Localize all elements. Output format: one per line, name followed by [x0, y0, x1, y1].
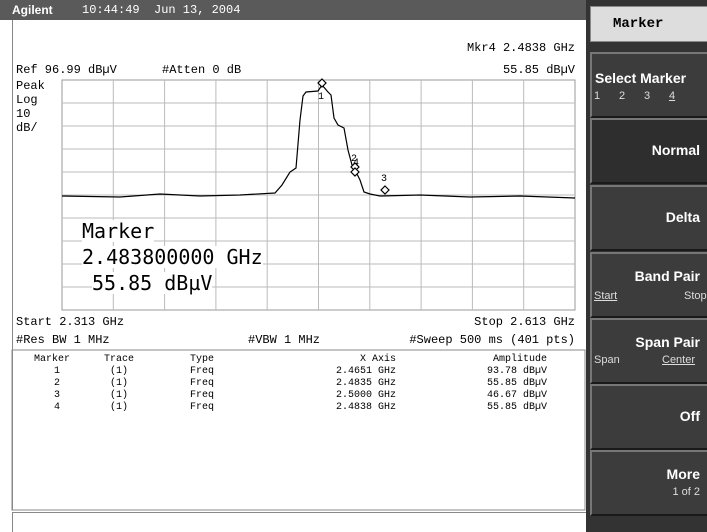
softkey-option: 1 — [594, 90, 601, 102]
table-header: Amplitude — [492, 354, 547, 365]
softkey-panel: Marker Select Marker 1 2 3 4 Normal Delt… — [586, 0, 707, 532]
trace — [61, 84, 576, 199]
table-cell: 55.85 dBµV — [486, 378, 547, 389]
table-cell: 2.4838 GHz — [335, 402, 396, 413]
softkey[interactable]: Band Pair Start Stop — [590, 252, 707, 318]
table-cell: Freq — [190, 390, 215, 401]
marker-label: 3 — [381, 174, 388, 185]
scale-label: Log — [16, 93, 38, 107]
overlay-title: Marker — [82, 219, 155, 243]
softkey[interactable]: Off — [590, 384, 707, 450]
table-cell: 2.4835 GHz — [335, 378, 396, 389]
scale-label: dB/ — [16, 121, 38, 135]
softkey-label: More — [666, 466, 700, 482]
softkey[interactable]: Select Marker 1 2 3 4 — [590, 52, 707, 118]
marker-label: 2 — [351, 154, 358, 165]
table-frame — [11, 349, 586, 511]
table-header: Trace — [104, 354, 135, 365]
softkey-option: 4 — [669, 90, 676, 102]
softkey-option: Center — [662, 354, 696, 366]
vbw: #VBW 1 MHz — [248, 333, 321, 347]
softkey-option: 3 — [644, 90, 651, 102]
overlay-freq: 2.483800000 GHz — [82, 245, 263, 269]
softkey-option: 2 — [619, 90, 626, 102]
menu-title: Marker — [613, 16, 664, 32]
marker-3 — [380, 185, 390, 195]
table-cell: (1) — [110, 366, 129, 377]
softkey-label: Delta — [665, 209, 700, 225]
softkey[interactable]: Span Pair Span Center — [590, 318, 707, 384]
softkey-label: Select Marker — [595, 70, 687, 86]
softkey-option: Stop — [684, 290, 707, 302]
table-cell: 93.78 dBµV — [486, 366, 547, 377]
table-cell: (1) — [110, 378, 129, 389]
marker-label: 4 — [353, 158, 360, 169]
marker-amp: 55.85 dBµV — [502, 63, 575, 77]
table-header: Marker — [34, 354, 71, 365]
scale-label: 10 — [16, 107, 31, 121]
stop-freq: Stop 2.613 GHz — [474, 315, 575, 329]
status-bar: Agilent 10:44:49 Jun 13, 2004 — [0, 0, 586, 20]
overlay-amp: 55.85 dBµV — [92, 271, 213, 295]
time: 10:44:49 — [82, 3, 140, 17]
marker-4 — [350, 167, 360, 177]
softkey-label: Band Pair — [634, 268, 700, 284]
ref-level: Ref 96.99 dBµV — [16, 63, 117, 77]
brand: Agilent — [12, 3, 53, 17]
table-cell: Freq — [190, 378, 215, 389]
marker-label: 1 — [318, 92, 325, 103]
date: Jun 13, 2004 — [154, 3, 241, 17]
table-cell: 3 — [54, 390, 61, 401]
menu-title-box: Marker — [590, 6, 707, 42]
softkey-label: Off — [679, 408, 700, 424]
softkey-label: Span Pair — [635, 334, 700, 350]
start-freq: Start 2.313 GHz — [16, 315, 125, 329]
table-cell: (1) — [110, 402, 129, 413]
attenuation: #Atten 0 dB — [162, 63, 242, 77]
softkey[interactable]: Normal — [590, 118, 707, 184]
sweep: #Sweep 500 ms (401 pts) — [409, 333, 575, 347]
softkey-label: Normal — [651, 142, 700, 158]
table-cell: 2.5000 GHz — [335, 390, 396, 401]
scale-label: Peak — [16, 79, 45, 93]
softkey-option: 1 of 2 — [672, 486, 700, 498]
softkey[interactable]: More 1 of 2 — [590, 450, 707, 516]
table-cell: 4 — [54, 402, 61, 413]
table-cell: Freq — [190, 402, 215, 413]
res-bw: #Res BW 1 MHz — [16, 333, 110, 347]
table-header: X Axis — [359, 354, 396, 365]
table-cell: 46.67 dBµV — [486, 390, 547, 401]
softkey-option: Span — [594, 354, 620, 366]
table-cell: Freq — [190, 366, 215, 377]
softkey-option: Start — [594, 290, 618, 302]
table-cell: 1 — [54, 366, 61, 377]
table-cell: (1) — [110, 390, 129, 401]
table-cell: 55.85 dBµV — [486, 402, 547, 413]
message-bar — [12, 512, 587, 532]
table-header: Type — [190, 354, 215, 365]
softkey[interactable]: Delta — [590, 185, 707, 251]
table-cell: 2.4651 GHz — [335, 366, 396, 377]
table-cell: 2 — [54, 378, 61, 389]
marker-1 — [317, 78, 327, 88]
marker-freq: Mkr4 2.4838 GHz — [466, 41, 575, 55]
